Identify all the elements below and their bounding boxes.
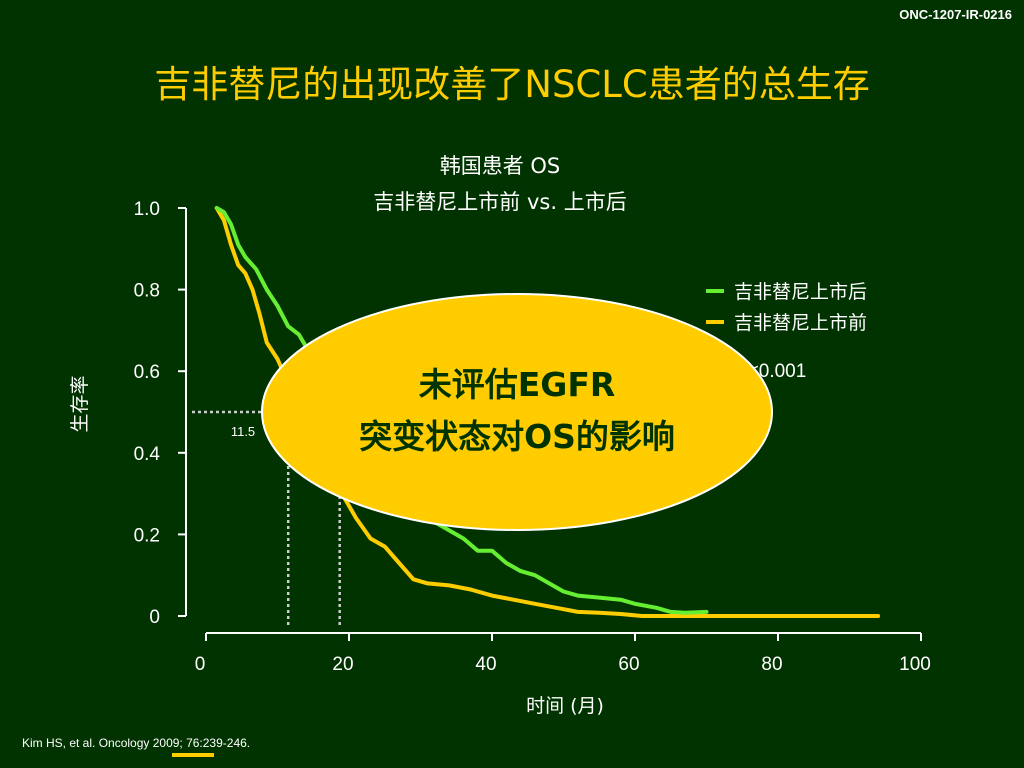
y-axis-label: 生存率	[69, 375, 91, 432]
legend-label: 吉非替尼上市前	[734, 312, 867, 334]
y-tick-label: 0	[149, 607, 160, 628]
slide-code: ONC-1207-IR-0216	[899, 7, 1012, 22]
slide-title: 吉非替尼的出现改善了NSCLC患者的总生存	[154, 63, 870, 106]
x-axis-label: 时间 (月)	[526, 695, 604, 717]
x-tick-label: 0	[195, 654, 206, 675]
x-tick-label: 20	[332, 654, 353, 675]
series-line	[214, 206, 881, 618]
citation: Kim HS, et al. Oncology 2009; 76:239-246…	[22, 736, 251, 750]
y-tick-label: 1.0	[134, 199, 160, 220]
x-tick-label: 100	[899, 654, 931, 675]
y-tick-label: 0.4	[134, 444, 161, 465]
median-label: 11.5	[231, 424, 255, 439]
callout-text-line-2: 突变状态对OS的影响	[359, 417, 675, 456]
callout-text-line-1: 未评估EGFR	[419, 365, 616, 404]
y-tick-label: 0.8	[134, 281, 160, 302]
chart-title-line-2: 吉非替尼上市前 vs. 上市后	[373, 190, 627, 214]
x-tick-label: 40	[475, 654, 496, 675]
callout-oval	[261, 293, 773, 531]
x-tick-label: 80	[761, 654, 782, 675]
citation-underline	[172, 753, 214, 757]
x-tick-label: 60	[618, 654, 639, 675]
chart-title-line-1: 韩国患者 OS	[439, 154, 561, 178]
y-tick-label: 0.2	[134, 525, 160, 546]
series-line	[214, 206, 709, 615]
y-tick-label: 0.6	[134, 362, 160, 383]
legend-label: 吉非替尼上市后	[734, 281, 867, 303]
